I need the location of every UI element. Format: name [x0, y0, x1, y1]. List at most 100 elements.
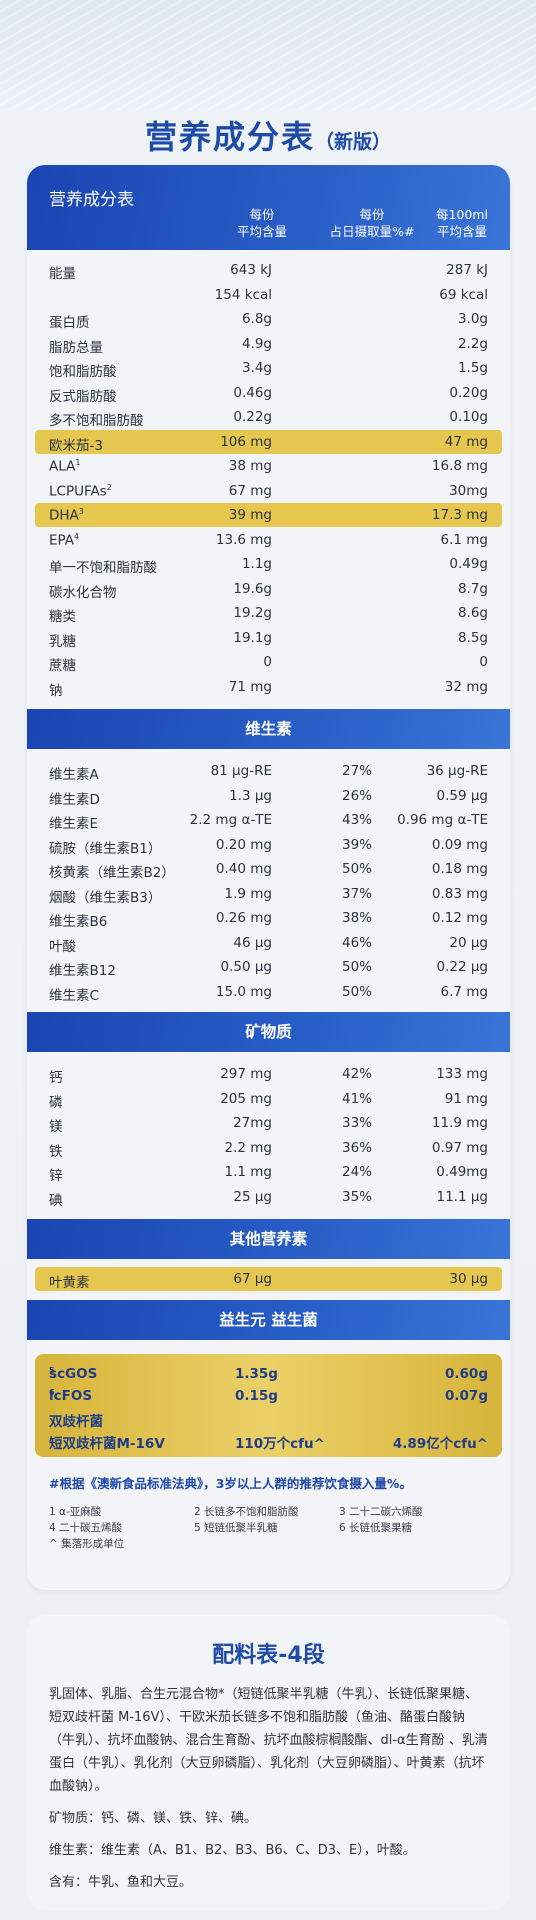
row-label: 维生素A: [49, 767, 99, 783]
row-value: 2.2 mg α-TE: [189, 812, 272, 828]
row-value: 0.26 mg: [215, 910, 272, 926]
table-row: 磷 205 mg 41% 91 mg: [27, 1087, 510, 1112]
row-value: 0.22 µg: [436, 959, 488, 975]
row-label: 碘: [49, 1192, 63, 1209]
section-minerals: 矿物质: [27, 1012, 510, 1052]
table-row: 反式脂肪酸 0.46g 0.20g: [27, 381, 510, 406]
table-row: 糖类 19.2g 8.6g: [27, 601, 510, 626]
row-value: 1.3 µg: [229, 787, 272, 804]
row-value: 50%: [341, 959, 372, 975]
row-label: DHA3: [49, 507, 84, 524]
row-value: 27mg: [233, 1115, 272, 1131]
row-value: 39%: [341, 836, 372, 853]
row-label: 磷: [49, 1094, 63, 1111]
row-value: 3.0g: [457, 311, 488, 327]
row-value: 205 mg: [220, 1090, 272, 1107]
row-value: 1.1g: [241, 556, 272, 572]
row-value: 0.50 µg: [220, 959, 272, 975]
table-row: scGOS 5 1.35g 0.60g: [49, 1365, 488, 1382]
row-value: 11.9 mg: [431, 1115, 488, 1131]
ingredients-title: 配料表-4段: [212, 1643, 325, 1668]
footnotes: #根据《澳新食品标准法典》，3岁以上人群的推荐饮食摄入量%。 1 α-亚麻酸 2…: [27, 1457, 510, 1564]
row-value: 2.2g: [457, 335, 488, 352]
row-value: 1.1 mg: [224, 1164, 272, 1180]
row-label: 饱和脂肪酸: [49, 364, 117, 380]
row-value: 106 mg: [220, 433, 272, 450]
row-label: 蔗糖: [49, 658, 76, 674]
row-value: 0.96 mg α-TE: [397, 812, 488, 828]
table-row: 乳糖 19.1g 8.5g: [27, 626, 510, 651]
table-row: 多不饱和脂肪酸 0.22g 0.10g: [27, 405, 510, 430]
ingredients-card: 配料表-4段 乳固体、乳脂、合生元混合物*（短链低聚半乳糖（牛乳）、长链低聚果糖…: [27, 1615, 510, 1910]
row-label: 烟酸（维生素B3）: [49, 889, 162, 906]
table-row: 维生素A 81 µg-RE 27% 36 µg-RE: [27, 759, 510, 784]
row-label: 能量: [49, 266, 76, 282]
nutrient-rows: 能量 643 kJ 287 kJ 154 kcal 69 kcal 蛋白质 6.8g 3.0g…: [27, 250, 510, 699]
section-other: 其他营养素: [27, 1219, 510, 1259]
table-row: 钙 297 mg 42% 133 mg: [27, 1062, 510, 1087]
row-value: 0.20g: [449, 384, 488, 401]
row-value: 643 kJ: [230, 262, 272, 278]
table-row: 单一不饱和脂肪酸 1.1g 0.49g: [27, 552, 510, 577]
row-value: 0.97 mg: [431, 1139, 488, 1156]
row-value: 287 kJ: [446, 262, 488, 278]
table-row: 短双歧杆菌M-16V 110万个cfu^ 4.89亿个cfu^: [49, 1435, 488, 1452]
table-row: 硫胺（维生素B1） 0.20 mg 39% 0.09 mg: [27, 833, 510, 858]
row-value: 0.49mg: [436, 1164, 488, 1180]
row-value: 37%: [341, 885, 372, 902]
vitamins-text: 维生素：维生素（A、B1、B2、B3、B6、C、D3、E），叶酸。: [49, 1843, 416, 1858]
row-value: 35%: [341, 1188, 372, 1205]
row-label: LCPUFAs2: [49, 482, 112, 500]
row-value: 30mg: [449, 482, 488, 499]
table-row: 脂肪总量 4.9g 2.2g: [27, 332, 510, 357]
col-per-serve: 每份 平均含量: [236, 207, 287, 239]
row-value: 36%: [341, 1139, 372, 1156]
col-per-100ml: 每100ml 平均含量: [435, 207, 488, 239]
table-row: 镁 27mg 33% 11.9 mg: [27, 1111, 510, 1136]
row-value: 36 µg-RE: [426, 763, 488, 779]
table-row: 维生素E 2.2 mg α-TE 43% 0.96 mg α-TE: [27, 808, 510, 833]
col-daily-intake: 每份 占日摄取量%#: [329, 207, 415, 239]
table-row: 蔗糖 0 0: [27, 650, 510, 675]
row-value: 133 mg: [436, 1066, 488, 1082]
row-label: 糖类: [49, 609, 76, 625]
row-value: 25 µg: [233, 1188, 272, 1205]
row-value: 3.4g: [241, 360, 272, 376]
section-vitamins: 维生素: [27, 709, 510, 749]
row-label: EPA4: [49, 531, 80, 549]
table-title: 营养成分表: [49, 190, 134, 210]
row-label: 钠: [49, 682, 63, 699]
row-value: 42%: [341, 1066, 372, 1082]
row-label: 叶酸: [49, 938, 76, 955]
row-value: 0: [479, 654, 488, 670]
row-label: 镁: [49, 1119, 63, 1135]
row-label: 钙: [49, 1070, 63, 1086]
row-value: 0.20 mg: [215, 836, 272, 853]
row-value: 46%: [341, 934, 372, 951]
row-value: 0.09 mg: [431, 836, 488, 853]
row-value: 27%: [341, 763, 372, 779]
table-row: 154 kcal 69 kcal: [27, 283, 510, 308]
row-value: 50%: [341, 861, 372, 877]
section-probiotics: 益生元 益生菌: [27, 1299, 510, 1340]
row-value: 0.83 mg: [431, 885, 488, 902]
row-value: 47 mg: [444, 433, 488, 450]
nutrition-card: 营养成分表 每份 平均含量 每份 占日摄取量%# 每100ml 平均含量 能量 643 …: [27, 165, 510, 1590]
row-value: 43%: [341, 812, 372, 828]
table-header: 营养成分表 每份 平均含量 每份 占日摄取量%# 每100ml 平均含量: [27, 165, 510, 250]
allergens-text: 含有：牛乳、鱼和大豆。: [49, 1875, 193, 1890]
table-row: 蛋白质 6.8g 3.0g: [27, 307, 510, 332]
row-value: 91 mg: [444, 1090, 488, 1107]
row-value: 13.6 mg: [215, 531, 272, 548]
table-row: 叶酸 46 µg 46% 20 µg: [27, 931, 510, 956]
row-value: 67 mg: [228, 482, 272, 499]
table-row: lcFOS 6 0.15g 0.07g: [49, 1387, 488, 1404]
row-value: 24%: [341, 1164, 372, 1180]
minerals-text: 矿物质：钙、磷、镁、铁、锌、碘。: [49, 1811, 258, 1826]
row-value: 6.8g: [241, 311, 272, 327]
row-value: 297 mg: [220, 1066, 272, 1082]
table-row: 维生素C 15.0 mg 50% 6.7 mg: [27, 980, 510, 1005]
table-row: EPA4 13.6 mg 6.1 mg: [27, 528, 510, 553]
table-row: 维生素D 1.3 µg 26% 0.59 µg: [27, 784, 510, 809]
row-label: 维生素D: [49, 791, 100, 808]
